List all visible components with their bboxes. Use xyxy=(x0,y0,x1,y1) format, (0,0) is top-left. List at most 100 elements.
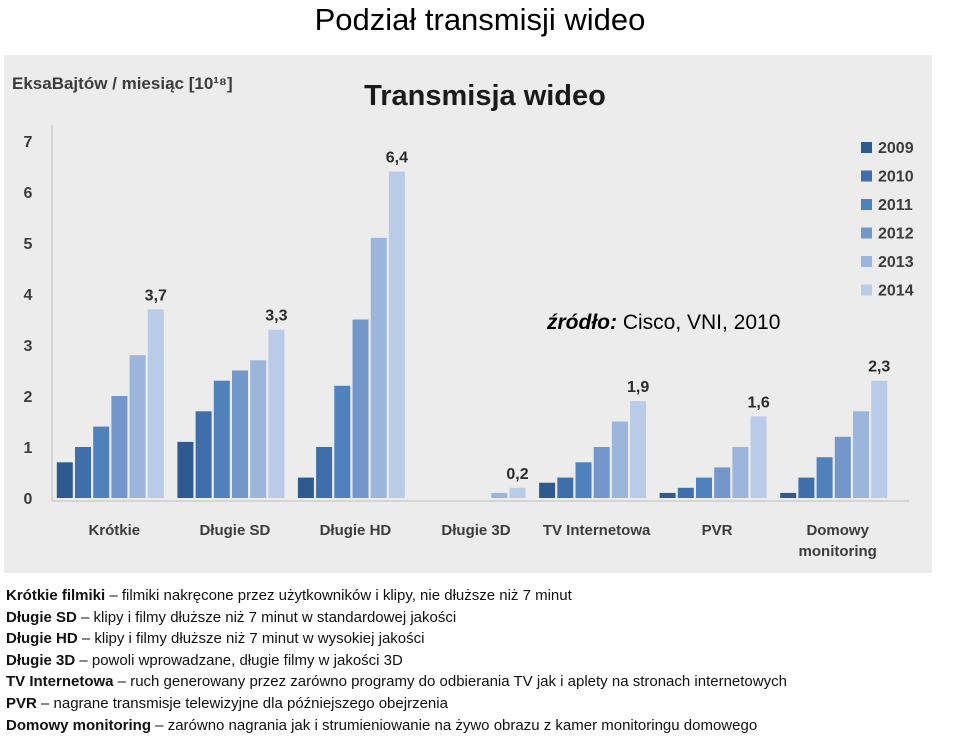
bar-krotkie-2010 xyxy=(75,447,91,498)
legend-label-2014: 2014 xyxy=(878,283,914,300)
y-tick-label: 5 xyxy=(24,236,33,253)
bar-dlugie-hd-2014 xyxy=(388,171,405,498)
description-text: powoli wprowadzane, długie filmy w jakoś… xyxy=(91,651,403,669)
description-text: filmiki nakręcone przez użytkowników i k… xyxy=(121,587,572,604)
bar-dlugie-sd-2013 xyxy=(250,360,267,498)
bar-krotkie-2013 xyxy=(129,355,146,498)
description-term: Długie SD xyxy=(6,608,77,626)
data-label: 6,4 xyxy=(386,150,408,167)
description-line: Krótkie filmiki – filmiki nakręcone prze… xyxy=(6,585,956,607)
legend-swatch-2013 xyxy=(861,256,872,267)
bar-dlugie-3d-2013 xyxy=(491,492,508,498)
y-tick-label: 3 xyxy=(24,338,33,355)
description-term: Krótkie filmiki xyxy=(6,587,106,604)
bar-tv-internetowa-2012 xyxy=(593,447,610,498)
legend-swatch-2010 xyxy=(861,170,872,182)
slide-title: Podział transmisji wideo xyxy=(314,2,646,37)
bars-layer xyxy=(56,171,888,498)
description-text: nagrane transmisje telewizyjne dla późni… xyxy=(53,694,448,712)
bar-domowy-monitoring-2013 xyxy=(853,411,869,498)
description-dash: – xyxy=(36,694,54,712)
description-dash: – xyxy=(77,630,95,648)
bar-krotkie-2009 xyxy=(56,462,73,498)
description-line: Długie HD – klipy i filmy dłuższe niż 7 … xyxy=(6,628,956,650)
category-label: Domowy xyxy=(806,522,869,539)
bar-tv-internetowa-2011 xyxy=(575,462,592,498)
bar-pvr-2012 xyxy=(714,467,731,498)
legend-label-2012: 2012 xyxy=(878,226,914,243)
description-line: Domowy monitoring – zarówno nagrania jak… xyxy=(6,715,956,737)
bar-pvr-2013 xyxy=(732,447,749,498)
bar-pvr-2010 xyxy=(677,487,694,498)
bar-dlugie-3d-2014 xyxy=(509,487,526,498)
legend-label-2013: 2013 xyxy=(878,254,914,271)
legend-swatch-2009 xyxy=(861,142,872,153)
category-label: Długie 3D xyxy=(441,522,510,539)
source-annotation-label: źródło: xyxy=(546,311,617,334)
data-label: 3,7 xyxy=(145,287,167,304)
category-label: Krótkie xyxy=(88,522,140,539)
y-tick-label: 2 xyxy=(24,389,33,406)
description-term: PVR xyxy=(6,694,37,712)
category-label: monitoring xyxy=(799,543,877,560)
y-tick-label: 0 xyxy=(24,491,33,508)
description-dash: – xyxy=(113,673,131,691)
legend: 2009 2010 2011 2012 2013 2014 xyxy=(861,140,914,300)
bar-chart: EksaBajtów / miesiąc [10¹⁸] Transmisja w… xyxy=(12,74,914,560)
description-term: Długie HD xyxy=(6,630,78,648)
y-axis-label: EksaBajtów / miesiąc [10¹⁸] xyxy=(12,74,233,93)
legend-swatch-2012 xyxy=(861,227,872,239)
chart-title: Transmisja wideo xyxy=(364,80,606,112)
legend-label-2010: 2010 xyxy=(878,169,914,186)
bar-dlugie-sd-2010 xyxy=(195,411,212,498)
bar-pvr-2009 xyxy=(659,492,676,498)
category-label: PVR xyxy=(702,522,733,539)
description-text: klipy i filmy dłuższe niż 7 minut w wyso… xyxy=(94,630,425,648)
category-descriptions: Krótkie filmiki – filmiki nakręcone prze… xyxy=(6,585,956,736)
bar-domowy-monitoring-2011 xyxy=(816,457,833,498)
category-label: TV Internetowa xyxy=(543,522,651,539)
legend-swatch-2014 xyxy=(861,284,872,296)
bar-krotkie-2014 xyxy=(147,309,164,498)
description-text: zarówno nagrania jak i strumieniowanie n… xyxy=(167,716,758,734)
legend-swatch-2011 xyxy=(861,199,872,210)
category-label: Długie HD xyxy=(320,522,392,539)
description-dash: – xyxy=(151,716,168,734)
bar-tv-internetowa-2014 xyxy=(630,401,647,498)
description-term: TV Internetowa xyxy=(6,673,114,691)
data-label: 2,3 xyxy=(868,359,890,376)
description-text: klipy i filmy dłuższe niż 7 minut w stan… xyxy=(93,608,457,626)
legend-label-2009: 2009 xyxy=(878,140,914,157)
bar-tv-internetowa-2010 xyxy=(557,477,574,498)
data-label: 1,6 xyxy=(747,394,769,411)
description-text: ruch generowany przez zarówno programy d… xyxy=(130,673,787,691)
y-tick-label: 7 xyxy=(24,134,33,151)
bar-dlugie-sd-2009 xyxy=(177,441,194,498)
y-tick-label: 4 xyxy=(24,287,33,304)
y-tick-label: 1 xyxy=(24,440,33,457)
bar-dlugie-hd-2011 xyxy=(334,385,351,498)
bar-dlugie-sd-2011 xyxy=(213,380,230,498)
description-dash: – xyxy=(76,608,94,626)
category-label: Długie SD xyxy=(199,522,270,539)
bar-krotkie-2011 xyxy=(93,426,110,498)
description-line: Długie SD – klipy i filmy dłuższe niż 7 … xyxy=(6,607,956,629)
source-annotation-text: Cisco, VNI, 2010 xyxy=(617,311,780,334)
labels-layer: 3,7 Krótkie 3,3 Długie SD 6,4 Długie HD 0,2 Dłu… xyxy=(88,150,890,560)
data-label: 3,3 xyxy=(265,308,287,325)
bar-krotkie-2012 xyxy=(111,396,128,498)
description-term: Długie 3D xyxy=(6,651,76,669)
bar-domowy-monitoring-2014 xyxy=(871,380,888,498)
bar-dlugie-hd-2012 xyxy=(352,319,369,498)
legend-label-2011: 2011 xyxy=(878,197,913,214)
bar-dlugie-hd-2009 xyxy=(297,477,314,498)
data-label: 1,9 xyxy=(627,379,649,396)
description-dash: – xyxy=(75,651,92,669)
bar-dlugie-sd-2014 xyxy=(268,329,285,498)
bar-domowy-monitoring-2009 xyxy=(780,492,797,498)
description-line: Długie 3D – powoli wprowadzane, długie f… xyxy=(6,650,956,672)
bar-pvr-2014 xyxy=(750,416,767,498)
bar-tv-internetowa-2013 xyxy=(611,421,628,498)
description-term: Domowy monitoring xyxy=(6,716,151,734)
description-line: TV Internetowa – ruch generowany przez z… xyxy=(6,671,956,693)
